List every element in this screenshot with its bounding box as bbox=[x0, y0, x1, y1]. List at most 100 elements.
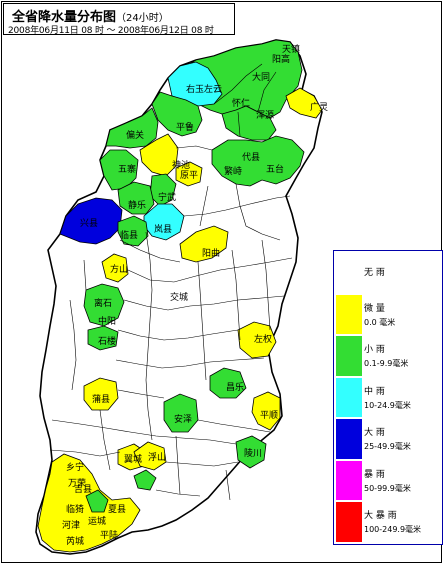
legend-item: 暴 雨 50-99.9毫米 bbox=[334, 460, 442, 503]
legend-item: 中 雨 10-24.9毫米 bbox=[334, 377, 442, 420]
region-trace-lishi bbox=[101, 253, 129, 283]
legend-swatch bbox=[336, 294, 362, 334]
legend-name: 小 雨 bbox=[364, 345, 385, 355]
label-yicheng: 翼城 bbox=[124, 454, 142, 465]
label-lishi: 离石 bbox=[94, 297, 112, 309]
legend-swatch bbox=[336, 377, 362, 417]
label-xiangning: 乡宁 bbox=[66, 461, 84, 473]
label-xiaxian: 夏县 bbox=[108, 504, 126, 515]
label-hunyuan: 浑源 bbox=[256, 110, 274, 121]
legend-swatch bbox=[336, 502, 362, 542]
legend-swatch bbox=[336, 460, 362, 500]
legend-name: 无 雨 bbox=[364, 268, 385, 278]
label-pingshun: 平顺 bbox=[260, 410, 278, 421]
label-wanrong: 万荣 bbox=[68, 477, 86, 489]
label-lanxian: 岚县 bbox=[154, 224, 172, 235]
legend-name: 中 雨 bbox=[364, 386, 385, 397]
region-light-rain-zhongyang bbox=[83, 283, 125, 327]
region-light-rain-pingshun bbox=[209, 367, 247, 399]
label-zhongyang: 中阳 bbox=[98, 315, 116, 327]
region-light-rain-xiaxian bbox=[85, 489, 109, 513]
region-light-rain-jixian bbox=[133, 469, 157, 491]
region-trace-zuoquan bbox=[237, 321, 277, 359]
legend-item: 无 雨 bbox=[334, 253, 442, 295]
label-datong: 大同 bbox=[252, 71, 270, 83]
region-light-rain-fangshan bbox=[117, 215, 149, 247]
legend-item: 大 雨 25-49.9毫米 bbox=[334, 419, 442, 461]
label-jiaocheng: 交城 bbox=[170, 291, 188, 303]
label-yuanping: 原平 bbox=[180, 170, 198, 181]
region-light-rain-pianguan bbox=[105, 107, 159, 149]
legend-item: 大 暴 雨 100-249.9毫米 bbox=[334, 502, 442, 544]
label-lingchuan: 陵川 bbox=[244, 448, 262, 459]
label-yanggao: 阳高 bbox=[272, 53, 290, 65]
legend-swatch bbox=[336, 336, 362, 376]
label-pinglu: 平鲁 bbox=[176, 121, 194, 133]
legend-swatch bbox=[336, 419, 362, 459]
label-guangling: 广灵 bbox=[310, 101, 328, 113]
label-linyi: 临猗 bbox=[66, 503, 84, 515]
label-xingxian: 兴县 bbox=[80, 218, 98, 229]
label-zuoquan: 左权 bbox=[254, 333, 272, 345]
label-youyu-zuoyun: 右玉左云 bbox=[186, 83, 222, 95]
label-huairen: 怀仁 bbox=[232, 97, 250, 109]
region-trace-yangqu bbox=[179, 225, 229, 263]
legend-range: 50-99.9毫米 bbox=[364, 483, 411, 493]
legend-range: 10-24.9毫米 bbox=[364, 400, 411, 410]
legend-name: 微 量 bbox=[364, 303, 385, 314]
region-light-rain-shilou bbox=[87, 325, 119, 351]
map-title: 全省降水量分布图（24小时） bbox=[12, 10, 169, 25]
label-fangshan: 方山 bbox=[110, 263, 128, 275]
region-light-rain-pinglu bbox=[151, 91, 203, 137]
label-fushan: 浮山 bbox=[148, 451, 166, 463]
label-shilou: 石楼 bbox=[98, 335, 116, 347]
legend-name: 大 暴 雨 bbox=[364, 511, 397, 521]
label-fanshi: 繁峙 bbox=[224, 165, 242, 177]
legend-name: 暴 雨 bbox=[364, 469, 385, 480]
legend-range: 0.1-9.9毫米 bbox=[364, 359, 409, 368]
label-puxian: 蒲县 bbox=[92, 393, 110, 405]
region-trace-shenchi bbox=[139, 133, 179, 177]
label-changle: 昌乐 bbox=[226, 381, 244, 393]
legend-range: 100-249.9毫米 bbox=[364, 525, 422, 534]
legend-item: 小 雨 0.1-9.9毫米 bbox=[334, 336, 442, 378]
region-light-rain-xingxian bbox=[99, 149, 139, 191]
title-box: 全省降水量分布图（24小时） 2008年06月11日 08 时 ～ 2008年0… bbox=[3, 3, 235, 36]
label-jingle: 静乐 bbox=[128, 199, 146, 211]
label-linxian: 临县 bbox=[120, 229, 138, 241]
map-title-period: （24小时） bbox=[116, 13, 169, 24]
label-anze: 安泽 bbox=[174, 413, 192, 425]
label-yuncheng: 运城 bbox=[88, 516, 106, 527]
region-light-rain-anze bbox=[163, 393, 199, 433]
legend: 无 雨微 量 0.0 毫米小 雨 0.1-9.9毫米中 雨 10-24.9毫米大 雨 2… bbox=[333, 250, 443, 545]
region-heavy-rain-linxian bbox=[59, 197, 123, 245]
region-trace-guangling bbox=[285, 87, 323, 119]
label-wuzhai: 五寨 bbox=[118, 163, 136, 175]
label-pinglu-south: 平陆 bbox=[100, 529, 118, 541]
label-wutai: 五台 bbox=[266, 163, 284, 175]
label-daixian: 代县 bbox=[242, 152, 260, 163]
county-labels: 天镇 阳高 大同 右玉左云 怀仁 浑源 广灵 偏关 平鲁 神池 五寨 代县 五台… bbox=[62, 43, 328, 547]
label-jixian: 吉县 bbox=[74, 484, 92, 495]
county-boundaries bbox=[49, 63, 293, 501]
label-hejin: 河津 bbox=[62, 519, 80, 531]
label-yangqu: 阳曲 bbox=[202, 248, 220, 259]
legend-swatch bbox=[336, 253, 362, 293]
label-shenchi: 神池 bbox=[172, 159, 190, 171]
legend-range: 0.0 毫米 bbox=[364, 317, 396, 327]
map-time-range: 2008年06月11日 08 时 ～ 2008年06月12日 08 时 bbox=[8, 26, 214, 36]
region-light-rain-lingchuan bbox=[235, 435, 267, 469]
legend-range: 25-49.9毫米 bbox=[364, 442, 411, 451]
region-light-rain-huairen bbox=[221, 105, 277, 141]
label-tianzhen: 天镇 bbox=[282, 43, 300, 55]
label-ruicheng: 芮城 bbox=[66, 535, 84, 547]
label-ningwu: 宁武 bbox=[158, 191, 176, 203]
region-trace-puxian bbox=[83, 377, 119, 411]
region-trace-yuanping bbox=[175, 161, 203, 187]
region-light-rain-wutai bbox=[211, 135, 305, 187]
region-trace-pingshun bbox=[251, 391, 281, 431]
region-light-rain-jingle bbox=[117, 181, 155, 215]
label-pianguan: 偏关 bbox=[126, 129, 144, 141]
legend-item: 微 量 0.0 毫米 bbox=[334, 294, 442, 337]
